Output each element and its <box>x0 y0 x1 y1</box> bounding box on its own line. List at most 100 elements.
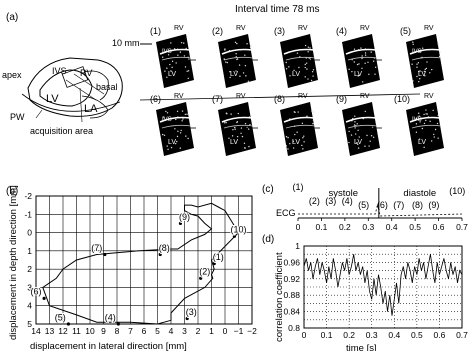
trajectory-line <box>42 202 240 325</box>
frame-mark: (1) <box>293 182 304 192</box>
speckle <box>412 41 414 43</box>
speckle <box>285 68 288 70</box>
frame-tile: (3) RV LV <box>274 25 318 88</box>
x-tick-label: 2 <box>196 326 201 336</box>
correlation-chart: 0 0.1 0.2 0.3 0.4 0.5 0.6 0.7 1 0.96 0.92 0.88 0.84 0… <box>283 241 468 340</box>
myocardium-band <box>161 56 192 61</box>
speckle <box>424 75 426 77</box>
speckle <box>303 135 305 137</box>
frame-tile: (1) RV IVS LV <box>150 25 194 88</box>
speckle <box>234 126 236 129</box>
schematic-label: LA <box>84 103 98 115</box>
speckle <box>351 70 353 73</box>
y-tick-label: -1 <box>24 209 32 219</box>
speckle <box>183 55 186 57</box>
speckle <box>187 137 189 140</box>
speckle <box>297 111 299 113</box>
frame-mark: (8) <box>412 200 423 210</box>
speckle <box>244 65 247 67</box>
frame-rv-label: RV <box>424 93 434 100</box>
speckle <box>356 142 358 144</box>
x-tick-label: 4 <box>169 326 174 336</box>
speckle <box>362 81 364 83</box>
y-tick-label: 0 <box>27 228 32 238</box>
frame-index: (3) <box>274 26 285 36</box>
speckle <box>419 70 421 72</box>
speckle <box>372 136 375 138</box>
frame-mark: (10) <box>449 186 465 196</box>
speckle <box>309 47 311 49</box>
speckle <box>171 60 174 63</box>
speckle <box>170 42 172 44</box>
speckle <box>175 62 177 64</box>
speckle <box>426 61 428 63</box>
speckle <box>182 42 185 44</box>
x-tick-label: −2 <box>247 326 257 336</box>
speckle <box>369 140 371 142</box>
frame-mark: (3) <box>325 196 336 206</box>
displacement-chart: 14 13 12 11 10 9 8 7 6 5 4 3 2 1 0 −1 −2-2-1012345(1)(2)… <box>24 191 257 336</box>
frame-lv-label: LV <box>292 139 300 146</box>
speckle <box>170 70 172 72</box>
myocardium-band <box>283 116 315 123</box>
speckle <box>175 118 177 121</box>
x-tick-label: 0.7 <box>456 330 468 340</box>
y-tick-label: 1 <box>295 241 300 251</box>
x-tick-label: 0.3 <box>366 330 378 340</box>
trajectory-annotation: (10) <box>230 225 246 235</box>
speckle <box>166 145 168 147</box>
speckle <box>312 122 314 125</box>
trajectory-annotation: (5) <box>55 312 66 322</box>
scale-bar-label: 10 mm <box>112 38 140 48</box>
x-tick-label: 8 <box>115 326 120 336</box>
speckle <box>301 122 304 125</box>
speckle <box>416 63 418 65</box>
speckle <box>292 147 295 149</box>
x-tick-label: −1 <box>234 326 244 336</box>
ultrasound-image <box>280 34 318 88</box>
speckle <box>361 57 363 60</box>
speckle <box>180 129 182 132</box>
frame-index: (10) <box>394 94 410 104</box>
schematic-label: RV <box>80 68 92 78</box>
speckle <box>179 132 182 134</box>
ultrasound-image <box>218 34 256 88</box>
x-tick-label: 0.5 <box>411 330 423 340</box>
frame-ivs-label: IVS <box>162 117 172 123</box>
y-tick-label: 4 <box>27 301 32 311</box>
speckle <box>225 121 227 124</box>
frame-tile: (6) RV IVS LV <box>150 93 194 156</box>
frame-mark: (7) <box>393 200 404 210</box>
y-tick-label: 5 <box>27 319 32 329</box>
speckle <box>184 66 187 68</box>
speckle <box>374 66 377 69</box>
x-tick-label: 14 <box>31 326 41 336</box>
myocardium-band <box>347 124 378 129</box>
y-axis-label: correlation coefficient <box>274 252 285 342</box>
speckle <box>186 70 188 72</box>
speckle <box>356 123 358 125</box>
ecg-label: ECG <box>276 208 296 218</box>
speckle <box>169 63 171 66</box>
myocardium-band <box>409 48 441 55</box>
speckle <box>423 122 426 125</box>
speckle <box>360 47 362 49</box>
speckle <box>429 72 431 74</box>
myocardium-band <box>159 48 191 55</box>
systole-label: systole <box>328 188 358 199</box>
frame-ivs-label: IVS <box>162 49 172 55</box>
speckle <box>358 74 360 77</box>
y-tick-label: -2 <box>24 191 32 201</box>
speckle <box>355 124 357 127</box>
speckle <box>367 61 369 63</box>
speckle <box>235 52 237 55</box>
x-tick-label: 0 <box>223 326 228 336</box>
speckle <box>249 46 252 49</box>
speckle <box>312 119 315 121</box>
speckle <box>166 76 168 78</box>
frame-marker <box>158 252 162 257</box>
speckle <box>313 111 315 113</box>
frame-index: (6) <box>150 94 161 104</box>
speckle <box>187 70 190 72</box>
